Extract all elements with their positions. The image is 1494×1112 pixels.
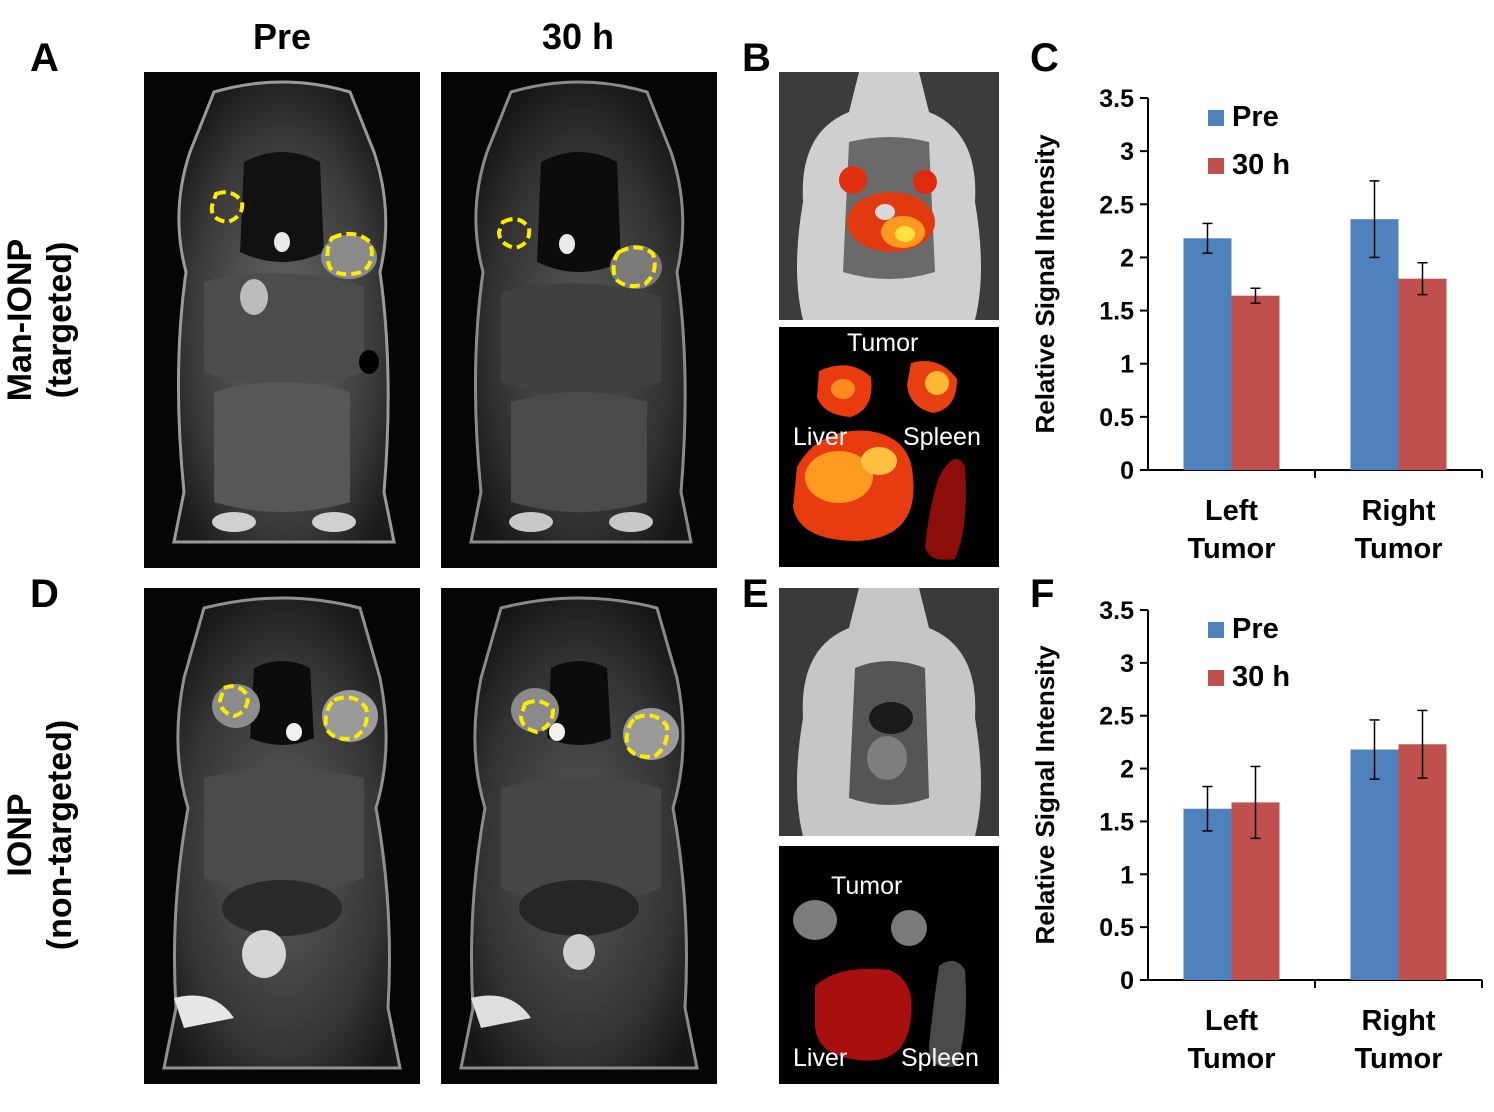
legend-label: 30 h — [1232, 661, 1290, 693]
legend-swatch — [1208, 110, 1224, 126]
panel-label-b: B — [742, 36, 771, 80]
x-tick-label: Tumor — [1354, 1043, 1442, 1075]
bar — [1183, 808, 1232, 980]
bar — [1231, 295, 1280, 470]
x-tick-label: Left — [1205, 495, 1259, 527]
y-tick-label: 1.5 — [1099, 808, 1134, 836]
chart-f: Relative Signal Intensity 0 0.5 1 1.5 2 2.5 3 3.… — [1020, 592, 1490, 1092]
row-label-targeted-line1: Man-IONP — [1, 238, 39, 402]
panel-label-a: A — [30, 36, 59, 80]
chart-c: Relative Signal Intensity 0 0.5 1 1.5 2 2.5 3 3.… — [1020, 80, 1490, 570]
y-tick-label: 1 — [1120, 351, 1134, 379]
y-tick-label: 3.5 — [1099, 85, 1134, 113]
y-tick-label: 0 — [1120, 967, 1134, 995]
row-label-non-targeted-line2: (non-targeted) — [41, 719, 79, 951]
organ-label-tumor-e: Tumor — [831, 872, 903, 900]
legend-swatch — [1208, 670, 1224, 686]
mri-targeted-pre — [144, 72, 420, 568]
organ-label-liver: Liver — [793, 423, 848, 451]
mri-targeted-30h — [441, 72, 717, 568]
panel-label-f: F — [1030, 572, 1055, 616]
y-tick-label: 1 — [1120, 861, 1134, 889]
row-label-non-targeted: IONP (non-targeted) — [0, 705, 80, 965]
fluorescence-whole-body-targeted — [779, 72, 999, 320]
fluorescence-organs-non-targeted: Tumor Liver Spleen — [779, 846, 999, 1084]
bar — [1350, 219, 1399, 470]
y-tick-label: 1.5 — [1099, 298, 1134, 326]
y-tick-label: 3 — [1120, 650, 1134, 678]
organ-label-liver-e: Liver — [793, 1044, 848, 1072]
y-tick-label: 0 — [1120, 457, 1134, 485]
organ-label-spleen: Spleen — [903, 423, 981, 451]
x-tick-label: Right — [1361, 495, 1435, 527]
y-tick-label: 3.5 — [1099, 597, 1134, 625]
mri-non-targeted-pre — [144, 588, 420, 1084]
panel-label-e: E — [742, 572, 769, 616]
y-tick-label: 2.5 — [1099, 191, 1134, 219]
row-label-targeted-line2: (targeted) — [41, 241, 79, 399]
y-tick-label: 0.5 — [1099, 404, 1134, 432]
legend-label: Pre — [1232, 613, 1279, 645]
x-tick-label: Right — [1361, 1005, 1435, 1037]
column-header-pre: Pre — [252, 16, 312, 57]
x-tick-label: Tumor — [1354, 533, 1442, 565]
y-axis-label: Relative Signal Intensity — [1030, 645, 1060, 945]
y-tick-label: 0.5 — [1099, 914, 1134, 942]
row-label-targeted: Man-IONP (targeted) — [0, 190, 80, 450]
legend-swatch — [1208, 622, 1224, 638]
bar — [1183, 238, 1232, 470]
mri-non-targeted-30h — [441, 588, 717, 1084]
row-label-non-targeted-line1: IONP — [1, 793, 39, 877]
y-tick-label: 2.5 — [1099, 703, 1134, 731]
x-tick-label: Tumor — [1187, 533, 1275, 565]
fluorescence-whole-body-non-targeted — [779, 588, 999, 836]
y-tick-label: 2 — [1120, 756, 1134, 784]
y-tick-label: 3 — [1120, 138, 1134, 166]
y-axis-label: Relative Signal Intensity — [1030, 134, 1060, 434]
panel-label-d: D — [30, 572, 59, 616]
x-tick-label: Tumor — [1187, 1043, 1275, 1075]
legend-label: 30 h — [1232, 149, 1290, 181]
y-tick-label: 2 — [1120, 244, 1134, 272]
bar — [1398, 744, 1447, 980]
column-header-30h: 30 h — [541, 16, 615, 57]
chart-c-svg: Relative Signal Intensity 0 0.5 1 1.5 2 2.5 3 3.… — [1030, 85, 1483, 565]
organ-label-tumor: Tumor — [847, 329, 919, 357]
organ-label-spleen-e: Spleen — [901, 1044, 979, 1072]
bar — [1350, 749, 1399, 980]
bar — [1398, 278, 1447, 470]
fluorescence-organs-targeted: Tumor Liver Spleen — [779, 327, 999, 567]
chart-f-svg: Relative Signal Intensity 0 0.5 1 1.5 2 2.5 3 3.… — [1030, 597, 1483, 1075]
legend-label: Pre — [1232, 101, 1279, 133]
x-tick-label: Left — [1205, 1005, 1259, 1037]
panel-label-c: C — [1030, 36, 1059, 80]
legend-swatch — [1208, 158, 1224, 174]
